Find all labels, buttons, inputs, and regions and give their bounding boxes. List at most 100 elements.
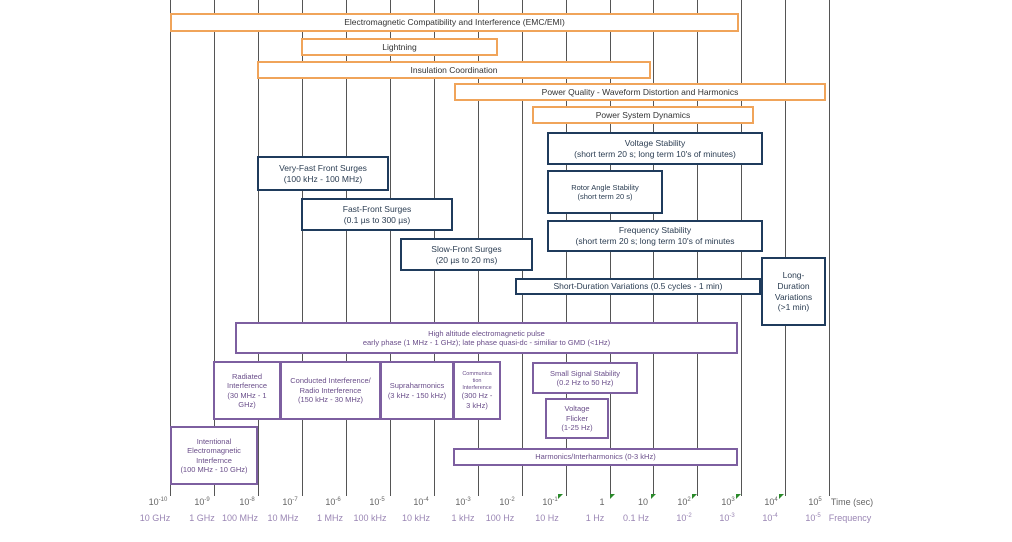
line: Communica	[462, 370, 492, 377]
insulation-label: Insulation Coordination	[410, 64, 498, 75]
line: (0.1 µs to 300 µs)	[343, 214, 411, 225]
line: GHz)	[238, 399, 256, 409]
line: (short term 20 s; long term 10's of minu…	[575, 236, 735, 246]
time-tick-label: 10-7	[282, 497, 298, 507]
line: (100 MHz - 10 GHz)	[180, 464, 248, 474]
harmonics-box: Harmonics/Interharmonics (0-3 kHz)	[453, 448, 738, 466]
grid-line	[345, 0, 347, 496]
emc-box: Electromagnetic Compatibility and Interf…	[170, 13, 739, 32]
time-tick-label: 1	[599, 497, 605, 507]
line: Voltage Stability	[624, 137, 686, 148]
intentional-box: Intentional Electromagnetic Interfernce (10…	[170, 426, 258, 485]
line: 3 kHz)	[466, 400, 488, 410]
supraharmonics-box: Supraharmonics (3 kHz - 150 kHz)	[380, 361, 454, 420]
frequency-tick-label: 10-4	[762, 513, 778, 523]
long-duration-box: Long- Duration Variations (>1 min)	[761, 257, 826, 326]
line: High altitude electromagnetic pulse	[428, 328, 545, 338]
line: Frequency Stability	[618, 225, 692, 236]
line: Flicker	[565, 413, 589, 423]
time-tick-label: 104	[764, 497, 778, 507]
line: Conducted Interference/	[290, 376, 371, 386]
line: (150 kHz - 30 MHz)	[297, 395, 363, 405]
grid-line	[829, 0, 831, 496]
frequency-tick-label: 10 GHz	[139, 513, 171, 523]
emc-label: Electromagnetic Compatibility and Interf…	[344, 17, 565, 28]
grid-line	[785, 0, 787, 496]
frequency-tick-label: 1 MHz	[316, 513, 344, 523]
tick-marker	[558, 494, 563, 499]
frequency-tick-label: 1 Hz	[585, 513, 605, 523]
communication-box: Communica tion Interference (300 Hz -3 kHz)	[453, 361, 501, 420]
line: Intentional	[196, 436, 232, 446]
line: Fast-Front Surges	[342, 203, 412, 214]
frequency-tick-label: 1 GHz	[189, 513, 215, 523]
tick-marker	[736, 494, 741, 499]
tick-marker	[651, 494, 656, 499]
frequency-axis-label: Frequency	[828, 513, 872, 523]
line: Interfernce	[196, 455, 232, 465]
frequency-tick-label: 10-5	[805, 513, 821, 523]
line: Supraharmonics	[389, 381, 445, 391]
time-tick-label: 10-1	[542, 497, 558, 507]
line: early phase (1 MHz - 1 GHz); late phase …	[362, 338, 611, 347]
voltage-stability-box: Voltage Stability (short term 20 s; long …	[547, 132, 763, 165]
frequency-tick-label: 10-2	[676, 513, 692, 523]
frequency-tick-label: 10 kHz	[401, 513, 431, 523]
line: Interference	[226, 381, 268, 391]
time-tick-label: 10-2	[499, 497, 515, 507]
line: (30 MHz - 1	[227, 390, 267, 400]
lightning-box: Lightning	[301, 38, 498, 56]
tick-marker	[779, 494, 784, 499]
grid-line	[301, 0, 303, 496]
grid-line	[170, 0, 171, 496]
frequency-tick-label: 1 kHz	[451, 513, 475, 523]
line: Very-Fast Front Surges	[279, 162, 367, 173]
line: Radiated	[231, 371, 263, 381]
power-quality-label: Power Quality - Waveform Distortion and …	[541, 86, 739, 97]
dynamics-label: Power System Dynamics	[595, 109, 691, 120]
time-tick-label: 10-3	[455, 497, 471, 507]
insulation-box: Insulation Coordination	[257, 61, 651, 79]
line: (300 Hz -	[461, 391, 493, 401]
tick-marker	[610, 494, 615, 499]
flicker-box: Voltage Flicker (1-25 Hz)	[545, 398, 609, 439]
time-tick-label: 10-4	[413, 497, 429, 507]
power-quality-box: Power Quality - Waveform Distortion and …	[454, 83, 826, 101]
line: Long-	[782, 270, 805, 281]
frequency-tick-label: 100 MHz	[221, 513, 259, 523]
frequency-tick-label: 0.1 Hz	[622, 513, 650, 523]
line: Rotor Angle Stability	[571, 182, 639, 192]
grid-line	[213, 0, 215, 496]
line: (100 kHz - 100 MHz)	[283, 173, 363, 184]
frequency-tick-label: 10-3	[719, 513, 735, 523]
time-tick-label: 10-10	[148, 497, 168, 507]
frequency-tick-label: 10 Hz	[535, 513, 559, 523]
radiated-box: Radiated Interference (30 MHz - 1 GHz)	[213, 361, 281, 420]
time-tick-label: 10-9	[194, 497, 210, 507]
grid-line	[389, 0, 391, 496]
line: (short term 20 s; long term 10's of minu…	[574, 148, 736, 159]
line: Radio Interference	[299, 385, 362, 395]
line: (3 kHz - 150 kHz)	[387, 390, 447, 400]
line: (short term 20 s)	[577, 192, 633, 201]
dynamics-box: Power System Dynamics	[532, 106, 754, 124]
time-tick-label: 10-5	[369, 497, 385, 507]
line: Interference	[462, 384, 492, 391]
small-signal-box: Small Signal Stability (0.2 Hz to 50 Hz)	[532, 362, 638, 394]
line: (20 µs to 20 ms)	[435, 254, 498, 265]
rotor-angle-box: Rotor Angle Stability (short term 20 s)	[547, 170, 663, 214]
line: Small Signal Stability	[549, 368, 621, 378]
tick-marker	[692, 494, 697, 499]
time-tick-label: 10	[637, 497, 649, 507]
line: Duration	[777, 280, 810, 291]
time-axis-label: Time (sec)	[830, 497, 874, 507]
hemp-box: High altitude electromagnetic pulse early…	[235, 322, 738, 354]
line: Slow-Front Surges	[431, 243, 502, 254]
line: (1-25 Hz)	[561, 423, 593, 433]
line: Harmonics/Interharmonics (0-3 kHz)	[535, 452, 656, 462]
frequency-tick-label: 10 MHz	[267, 513, 299, 523]
slow-front-surges-box: Slow-Front Surges (20 µs to 20 ms)	[400, 238, 533, 271]
line: tion	[472, 377, 482, 384]
grid-line	[257, 0, 259, 496]
time-tick-label: 10-8	[239, 497, 255, 507]
